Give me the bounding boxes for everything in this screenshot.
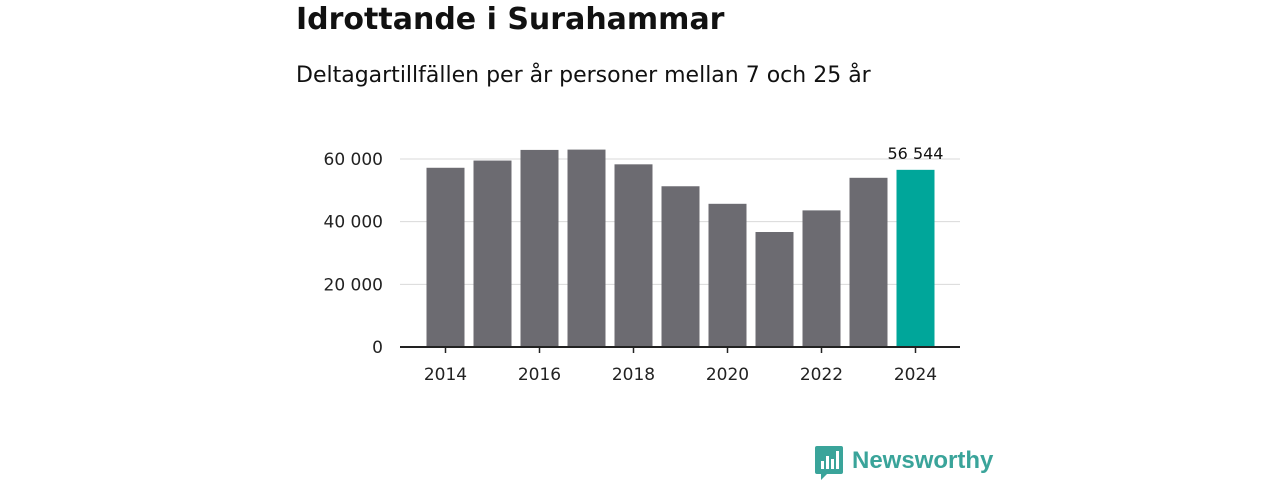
bar-2020	[708, 203, 747, 347]
x-tick-label-2018: 2018	[612, 365, 655, 385]
bar-2023	[849, 177, 888, 347]
bars	[426, 149, 935, 347]
x-tick-label-2022: 2022	[800, 365, 843, 385]
chart-subtitle: Deltagartillfällen per år personer mella…	[296, 63, 871, 88]
y-tick-label-20000: 20 000	[324, 275, 383, 295]
bar-2016	[520, 149, 559, 347]
x-axis-ticks: 2014 2016 2018 2020 2022 2024	[424, 347, 937, 385]
bar-2022	[802, 210, 841, 347]
logo-text: Newsworthy	[852, 447, 994, 474]
y-axis-labels: 0 20 000 40 000 60 000	[324, 150, 383, 358]
x-tick-label-2020: 2020	[706, 365, 749, 385]
y-tick-label-60000: 60 000	[324, 150, 383, 170]
y-tick-label-40000: 40 000	[324, 213, 383, 233]
bar-2021	[755, 232, 794, 347]
chart-title: Idrottande i Surahammar	[296, 2, 725, 37]
bar-2014	[426, 167, 465, 347]
x-tick-label-2014: 2014	[424, 365, 467, 385]
bar-2017	[567, 149, 606, 347]
x-tick-label-2024: 2024	[894, 365, 937, 385]
data-labels: 56 544	[888, 144, 944, 163]
newsworthy-logo: Newsworthy	[815, 446, 993, 480]
bar-2024	[896, 169, 935, 347]
y-tick-label-0: 0	[372, 338, 383, 358]
data-label-2024: 56 544	[888, 144, 944, 163]
newsworthy-chart-icon	[815, 446, 843, 480]
bar-2018	[614, 164, 653, 347]
bar-2019	[661, 186, 700, 347]
bar-2015	[473, 160, 512, 347]
x-tick-label-2016: 2016	[518, 365, 561, 385]
